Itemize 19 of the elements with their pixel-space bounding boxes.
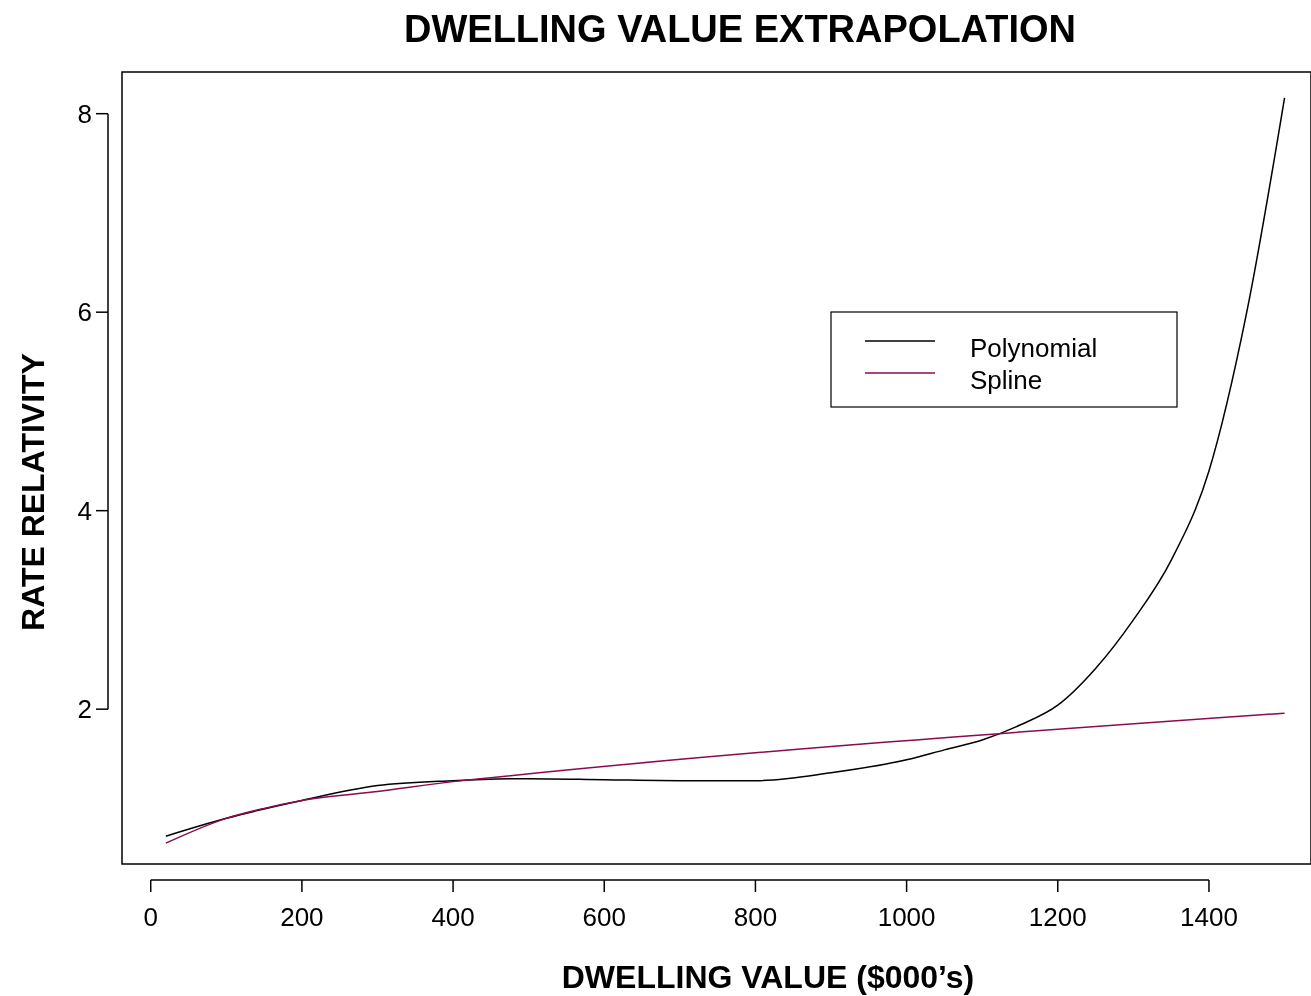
x-tick-label: 800 — [733, 902, 778, 932]
legend-label: Spline — [970, 365, 1043, 395]
x-tick-label: 0 — [143, 902, 158, 932]
x-tick-label: 1200 — [1028, 902, 1087, 932]
x-tick-label: 600 — [582, 902, 626, 932]
y-tick-label: 2 — [77, 694, 92, 725]
y-tick-label: 4 — [77, 495, 92, 526]
y-tick-label: 6 — [77, 297, 92, 328]
x-tick-label: 200 — [280, 902, 324, 932]
y-axis-title: RATE RELATIVITY — [15, 353, 51, 631]
x-tick-label: 1000 — [877, 902, 936, 932]
x-tick-label: 400 — [431, 902, 475, 932]
line-series — [165, 712, 1286, 844]
legend-label: Polynomial — [970, 333, 1098, 363]
y-tick-label: 8 — [77, 98, 92, 129]
chart-title: DWELLING VALUE EXTRAPOLATION — [403, 8, 1077, 50]
x-tick-label: 1400 — [1180, 902, 1238, 932]
line-series — [165, 97, 1286, 837]
x-axis-title: DWELLING VALUE ($000’s) — [561, 959, 975, 995]
